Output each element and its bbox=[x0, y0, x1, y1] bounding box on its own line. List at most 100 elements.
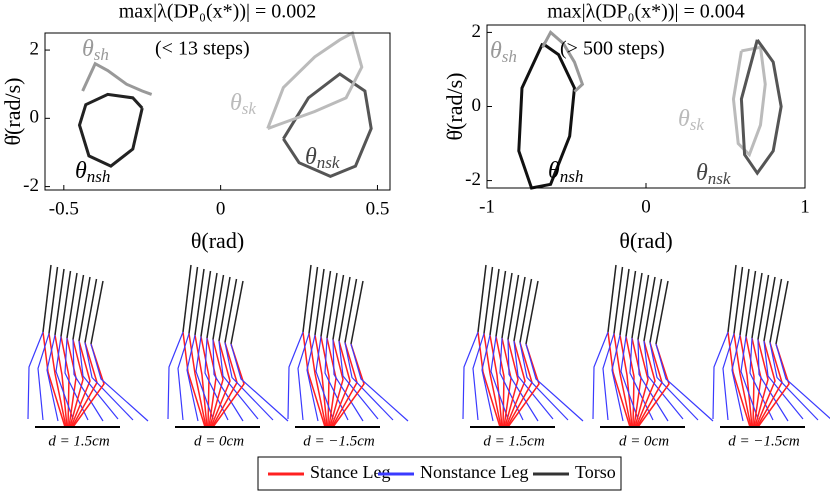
torso bbox=[643, 276, 656, 342]
subscript: sh bbox=[502, 47, 517, 66]
torso bbox=[60, 270, 72, 337]
stance-leg bbox=[308, 333, 327, 428]
torso bbox=[206, 272, 218, 339]
y-tick-label: 2 bbox=[30, 38, 40, 59]
stance-leg bbox=[329, 339, 344, 428]
x-tick-label: 0 bbox=[641, 196, 651, 217]
nonstance-leg bbox=[84, 342, 134, 421]
chart-title: max|λ(DP₀(x*))| = 0.004 bbox=[547, 1, 745, 23]
stance-leg bbox=[314, 334, 328, 428]
nonstance-leg bbox=[338, 340, 379, 420]
symbol: θ bbox=[548, 158, 560, 184]
nonstance-leg bbox=[472, 333, 485, 421]
nonstance-leg bbox=[177, 333, 190, 421]
stance-leg bbox=[209, 339, 224, 428]
snapshot-label: d = 0cm bbox=[619, 433, 669, 449]
subscript: nsh bbox=[560, 167, 584, 186]
torso bbox=[739, 268, 750, 336]
nonstance-leg bbox=[763, 340, 804, 420]
symbol: θ bbox=[490, 38, 502, 64]
torso bbox=[200, 270, 212, 337]
torso bbox=[188, 266, 199, 334]
torso bbox=[625, 270, 637, 337]
nonstance-leg bbox=[315, 336, 334, 420]
plot-frame bbox=[44, 32, 391, 191]
torso bbox=[194, 268, 205, 336]
stance-leg bbox=[754, 339, 769, 428]
nonstance-leg bbox=[218, 340, 259, 420]
torso bbox=[619, 268, 630, 336]
nonstance-leg bbox=[649, 342, 699, 421]
x-tick-label: -0.5 bbox=[49, 198, 79, 219]
torso bbox=[230, 280, 244, 345]
torso bbox=[344, 278, 358, 343]
stance-leg bbox=[60, 336, 70, 428]
nonstance-leg bbox=[37, 333, 50, 421]
torso bbox=[775, 280, 789, 345]
legend-label: Nonstance Leg bbox=[420, 462, 528, 482]
orbit bbox=[739, 38, 783, 176]
torso bbox=[350, 280, 364, 345]
stance-leg bbox=[489, 334, 503, 428]
stance-leg bbox=[210, 340, 231, 428]
subscript: nsk bbox=[708, 169, 731, 188]
y-tick-label: -2 bbox=[465, 169, 481, 190]
torso bbox=[314, 268, 325, 336]
snapshot bbox=[712, 264, 830, 428]
symbol: θ bbox=[75, 158, 87, 184]
y-tick-label: 0 bbox=[30, 107, 40, 128]
torso bbox=[751, 272, 763, 339]
stance-leg bbox=[625, 336, 635, 428]
subscript: sh bbox=[94, 45, 109, 64]
torso bbox=[495, 270, 507, 337]
snapshot bbox=[167, 264, 289, 428]
torso bbox=[489, 268, 500, 336]
nonstance-leg bbox=[513, 340, 554, 420]
nonstance-leg bbox=[655, 343, 714, 422]
nonstance-leg bbox=[722, 333, 735, 421]
stance-leg bbox=[755, 340, 776, 428]
nonstance-leg bbox=[769, 342, 819, 421]
stance-leg bbox=[320, 336, 330, 428]
snapshot-label: d = 0cm bbox=[194, 433, 244, 449]
torso bbox=[78, 276, 91, 342]
x-axis-label: θ(rad) bbox=[619, 228, 672, 253]
nonstance-leg bbox=[775, 343, 830, 420]
nonstance-leg bbox=[350, 343, 409, 422]
torso bbox=[48, 266, 59, 334]
torso bbox=[649, 278, 663, 343]
nonstance-leg bbox=[224, 342, 274, 421]
nonstance-leg bbox=[90, 343, 149, 422]
symbol: θ bbox=[696, 160, 708, 186]
torso bbox=[733, 266, 744, 334]
torso bbox=[631, 272, 643, 339]
torso bbox=[655, 280, 669, 345]
annotation: θnsh bbox=[75, 158, 110, 186]
nonstance-leg bbox=[186, 334, 199, 422]
stance-leg bbox=[330, 340, 351, 428]
snapshot-label: d = −1.5cm bbox=[728, 433, 800, 449]
orbit bbox=[541, 30, 585, 93]
stance-leg bbox=[200, 336, 210, 428]
torso bbox=[727, 264, 737, 333]
annotation: (< 13 steps) bbox=[155, 38, 250, 60]
annotation: θsk bbox=[678, 106, 704, 134]
nonstance-leg bbox=[462, 331, 479, 420]
torso bbox=[302, 264, 312, 333]
torso bbox=[525, 280, 539, 345]
nonstance-leg bbox=[72, 339, 104, 422]
nonstance-leg bbox=[731, 334, 744, 422]
stance-leg bbox=[504, 339, 519, 428]
nonstance-leg bbox=[344, 342, 394, 421]
snapshot bbox=[462, 264, 584, 428]
stance-leg bbox=[733, 333, 752, 428]
nonstance-leg bbox=[643, 340, 684, 420]
nonstance-leg bbox=[490, 336, 509, 420]
x-tick-label: 1 bbox=[800, 196, 810, 217]
x-axis-label: θ(rad) bbox=[191, 228, 244, 253]
stance-leg bbox=[634, 339, 649, 428]
nonstance-leg bbox=[46, 334, 59, 422]
torso bbox=[66, 272, 78, 339]
nonstance-leg bbox=[712, 331, 729, 420]
